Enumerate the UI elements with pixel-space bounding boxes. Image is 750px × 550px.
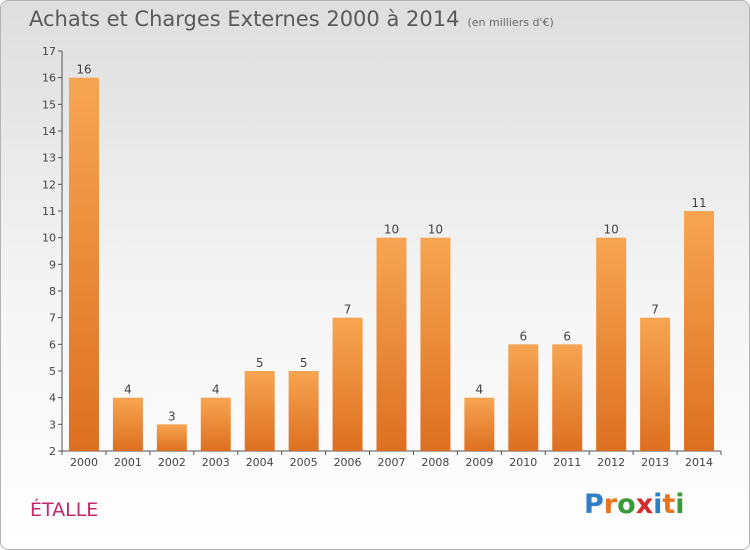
x-tick-label: 2008	[421, 456, 449, 469]
x-tick-label: 2006	[334, 456, 362, 469]
y-tick-label: 4	[49, 392, 56, 405]
title-row: Achats et Charges Externes 2000 à 2014 (e…	[29, 7, 554, 31]
y-tick-label: 15	[42, 98, 56, 111]
bar	[244, 371, 275, 451]
data-label: 16	[76, 63, 91, 77]
x-tick-label: 2013	[641, 456, 669, 469]
data-label: 6	[519, 329, 527, 343]
data-label: 11	[691, 196, 706, 210]
y-tick-label: 5	[49, 365, 56, 378]
data-label: 5	[256, 356, 264, 370]
data-label: 5	[300, 356, 308, 370]
x-tick-label: 2007	[378, 456, 406, 469]
x-tick-label: 2003	[202, 456, 230, 469]
bar	[68, 77, 99, 452]
bar	[200, 397, 231, 451]
data-label: 10	[384, 223, 399, 237]
y-tick-label: 10	[42, 232, 56, 245]
data-label: 4	[212, 383, 220, 397]
x-tick-label: 2002	[158, 456, 186, 469]
y-tick-label: 11	[42, 205, 56, 218]
bar	[684, 211, 715, 451]
bar	[552, 344, 583, 451]
x-tick-label: 2009	[465, 456, 493, 469]
place-name: ÉTALLE	[30, 499, 99, 521]
logo-letter: t	[662, 489, 676, 520]
bar	[420, 237, 451, 451]
y-tick-label: 14	[42, 125, 56, 138]
chart-unit: (en milliers d'€)	[467, 16, 554, 29]
data-label: 4	[476, 383, 484, 397]
y-tick-label: 8	[49, 285, 56, 298]
x-tick-label: 2004	[246, 456, 274, 469]
x-tick-label: 2014	[685, 456, 713, 469]
y-tick-label: 16	[42, 72, 56, 85]
y-tick-label: 2	[49, 445, 56, 458]
y-tick-label: 13	[42, 152, 56, 165]
logo-letter: P	[584, 489, 604, 520]
y-tick-label: 12	[42, 178, 56, 191]
x-tick-label: 2001	[114, 456, 142, 469]
logo-letter: i	[675, 489, 685, 520]
bar	[156, 424, 187, 451]
x-tick-label: 2005	[290, 456, 318, 469]
logo-letter: i	[653, 489, 663, 520]
bar	[640, 317, 671, 451]
bar	[332, 317, 363, 451]
y-tick-label: 3	[49, 418, 56, 431]
bar	[464, 397, 495, 451]
logo-letter: o	[617, 489, 636, 520]
x-tick-label: 2012	[597, 456, 625, 469]
x-tick-label: 2011	[553, 456, 581, 469]
y-tick-label: 7	[49, 312, 56, 325]
label-layer: 2000 16 2001 4 2002 3 2003 4 2004 5 2005 5 2006 7 2007…	[70, 63, 713, 469]
bar	[508, 344, 539, 451]
x-tick-label: 2000	[70, 456, 98, 469]
bar	[376, 237, 407, 451]
x-tick-label: 2010	[509, 456, 537, 469]
data-label: 7	[651, 303, 659, 317]
data-label: 3	[168, 409, 176, 423]
bar	[112, 397, 143, 451]
chart-title: Achats et Charges Externes 2000 à 2014	[29, 7, 460, 31]
y-tick-label: 17	[42, 45, 56, 58]
data-label: 6	[563, 329, 571, 343]
proxiti-logo: Proxiti	[584, 489, 685, 520]
data-label: 7	[344, 303, 352, 317]
data-label: 4	[124, 383, 132, 397]
logo-letter: r	[603, 489, 618, 520]
y-tick-label: 9	[49, 258, 56, 271]
data-label: 10	[428, 223, 443, 237]
bar-layer	[68, 77, 715, 452]
logo-letter: x	[635, 489, 654, 520]
bar	[596, 237, 627, 451]
bar	[288, 371, 319, 451]
y-tick-label: 6	[49, 338, 56, 351]
data-label: 10	[604, 223, 619, 237]
